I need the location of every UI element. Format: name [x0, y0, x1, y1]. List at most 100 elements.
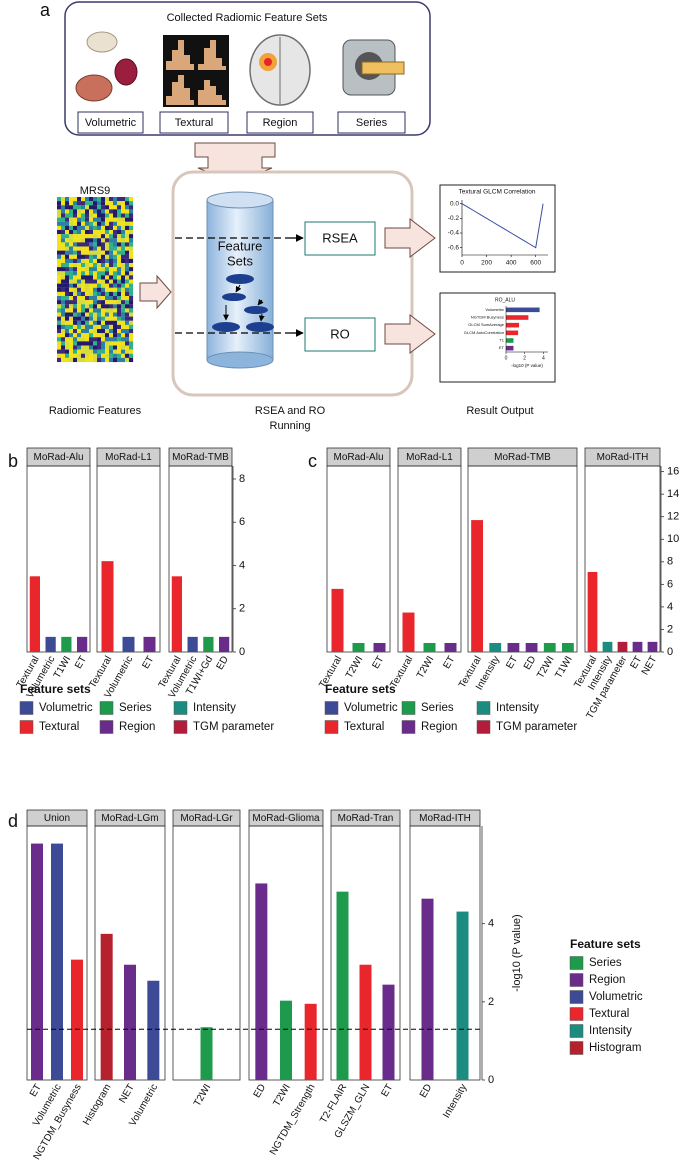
- heatmap-cell: [93, 291, 98, 297]
- x-tick-label: ET: [379, 1082, 395, 1099]
- heatmap-cell: [97, 291, 102, 297]
- heatmap-cell: [109, 304, 114, 309]
- heatmap-cell: [129, 221, 134, 226]
- heatmap-cell: [117, 221, 122, 226]
- heatmap-cell: [121, 296, 126, 301]
- label-box: [337, 111, 406, 134]
- heatmap-cell: [121, 308, 126, 313]
- heatmap-cell: [93, 246, 98, 251]
- heatmap-cell: [93, 287, 98, 292]
- legend-label: TGM parameter: [496, 721, 577, 733]
- bar: [187, 636, 198, 652]
- heatmap-cell: [85, 341, 90, 346]
- heatmap-cell: [101, 213, 106, 218]
- heatmap-cell: [97, 287, 102, 292]
- heatmap-cell: [117, 304, 122, 309]
- heatmap-cell: [113, 271, 118, 276]
- heatmap-cell: [93, 263, 98, 268]
- heatmap-cell: [129, 312, 134, 317]
- heatmap-cell: [73, 312, 78, 317]
- heatmap-cell: [77, 300, 82, 305]
- legend-label: Volumetric: [344, 702, 398, 714]
- heatmap-cell: [125, 234, 130, 239]
- facet-title: MoRad-LGr: [180, 813, 233, 824]
- bar: [632, 641, 643, 652]
- heatmap-cell: [113, 324, 118, 330]
- legend-label: Region: [119, 721, 155, 733]
- heatmap-cell: [113, 238, 118, 243]
- x-tick-label: 600: [530, 260, 541, 267]
- heatmap-cell: [97, 258, 102, 264]
- heatmap-cell: [113, 341, 118, 346]
- heatmap-cell: [81, 254, 86, 259]
- heatmap-cell: [97, 300, 102, 305]
- heatmap-cell: [117, 283, 122, 288]
- heatmap-cell: [61, 341, 66, 346]
- heatmap-cell: [57, 271, 62, 276]
- heatmap-cell: [125, 300, 130, 305]
- heatmap-cell: [69, 225, 74, 231]
- heatmap-cell: [93, 271, 98, 276]
- heatmap-cell: [97, 345, 102, 350]
- heatmap-cell: [97, 357, 102, 363]
- brain-icon: [249, 34, 311, 106]
- heatmap-cell: [129, 201, 134, 206]
- heatmap-cell: [85, 349, 90, 354]
- heatmap-cell: [65, 213, 70, 218]
- heatmap-cell: [73, 296, 78, 301]
- heatmap-cell: [69, 357, 74, 363]
- heatmap-cell: [129, 296, 134, 301]
- heatmap-cell: [89, 304, 94, 309]
- heatmap-cell: [129, 320, 134, 325]
- heatmap-cell: [69, 213, 74, 218]
- heatmap-cell: [73, 217, 78, 222]
- heatmap-cell: [125, 275, 130, 280]
- heatmap-cell: [105, 209, 110, 214]
- heatmap-cell: [113, 316, 118, 321]
- heatmap-cell: [69, 258, 74, 264]
- heatmap-cell: [73, 308, 78, 313]
- heatmap-cell: [69, 209, 74, 214]
- heatmap-cell: [113, 242, 118, 247]
- heatmap-cell: [61, 246, 66, 251]
- heatmap-cell: [85, 300, 90, 305]
- heatmap-cell: [129, 242, 134, 247]
- heatmap-cell: [57, 201, 62, 206]
- heatmap-cell: [101, 246, 106, 251]
- heatmap-cell: [101, 357, 106, 363]
- heatmap-cell: [89, 353, 94, 358]
- heatmap-cell: [85, 225, 90, 231]
- heatmap-cell: [69, 230, 74, 235]
- heatmap-cell: [109, 250, 114, 255]
- heatmap-cell: [73, 333, 78, 338]
- heatmap-cell: [85, 254, 90, 259]
- heatmap-cell: [61, 345, 66, 350]
- heatmap-cell: [129, 217, 134, 222]
- heatmap-cell: [97, 333, 102, 338]
- heatmap-cell: [57, 337, 62, 342]
- heatmap-cell: [89, 238, 94, 243]
- bar: [525, 642, 538, 652]
- heatmap-cell: [97, 337, 102, 342]
- heatmap-cell: [113, 287, 118, 292]
- feature-set-boxes: Volumetric Textural Region Series: [77, 111, 406, 134]
- x-axis-label: -log10 (P value): [511, 363, 543, 368]
- heatmap-cell: [65, 324, 70, 330]
- heatmap-cell: [117, 242, 122, 247]
- box-title: Collected Radiomic Feature Sets: [167, 12, 328, 24]
- heatmap-cell: [81, 341, 86, 346]
- bar: [71, 959, 83, 1080]
- category-label: GLCM SumAverage: [468, 322, 504, 327]
- x-tick-label: ED: [418, 1082, 434, 1100]
- heatmap-cell: [97, 296, 102, 301]
- heatmap-cell: [77, 283, 82, 288]
- heatmap-cell: [85, 308, 90, 313]
- heatmap-cell: [65, 254, 70, 259]
- heatmap-cell: [77, 287, 82, 292]
- feature-set-label: Volumetric: [85, 117, 137, 129]
- heatmap-cell: [117, 201, 122, 206]
- heatmap-cell: [85, 217, 90, 222]
- facet-title: MoRad-TMB: [494, 452, 551, 463]
- heatmap-cell: [81, 324, 86, 330]
- heatmap-cell: [97, 349, 102, 354]
